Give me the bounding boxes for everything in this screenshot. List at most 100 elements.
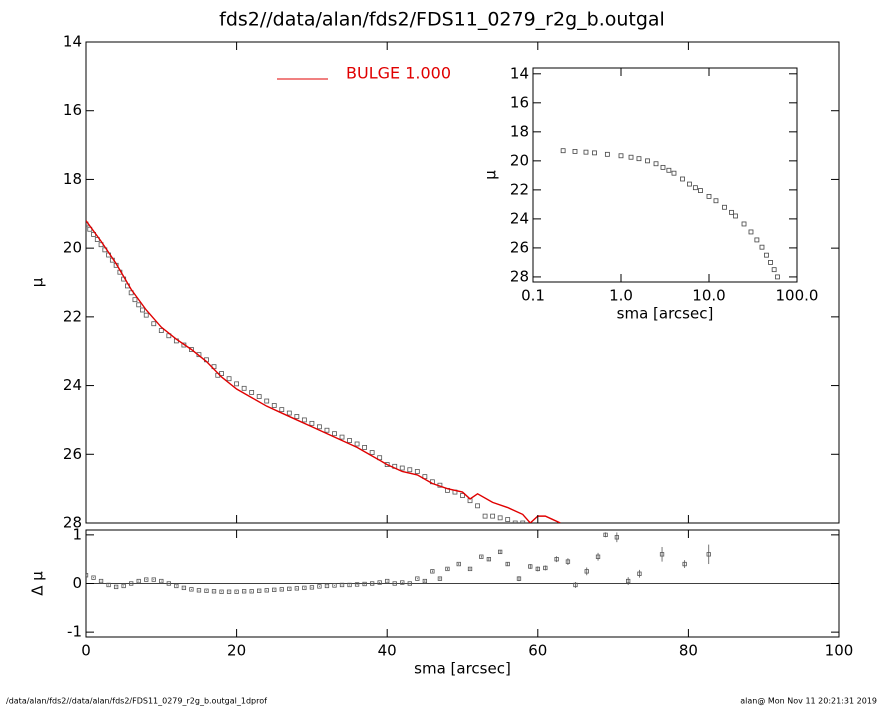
data-point [741,221,747,227]
data-point [219,371,224,376]
data-point [554,557,559,562]
data-point [653,161,659,167]
legend-label: BULGE 1.000 [346,64,451,83]
data-point [91,575,96,580]
x-axis-label: sma [arcsec] [617,305,714,323]
data-point [572,149,578,154]
y-tick-label: 18 [63,170,82,188]
data-point [317,424,322,430]
x-tick-label: 1.0 [609,287,633,305]
data-point [706,193,712,199]
data-point [140,307,145,313]
data-point [445,566,450,572]
frame [85,41,840,524]
x-tick-label: 20 [227,642,246,660]
data-point [560,148,566,154]
data-point [106,582,111,588]
data-point [516,576,522,581]
chart-title: fds2//data/alan/fds2/FDS11_0279_r2g_b.ou… [219,9,665,31]
data-point [121,583,126,589]
data-point [354,582,360,587]
data-point [660,164,666,170]
data-point [257,588,262,593]
y-tick-label: 22 [510,180,529,198]
footer-left: /data/alan/fds2//data/alan/fds2/FDS11_02… [6,697,267,706]
plot-area [86,532,839,594]
data-point [722,204,727,210]
data-point [271,403,277,408]
data-point [583,149,589,155]
data-point [733,213,738,219]
data-point [385,578,390,584]
data-point [166,581,171,586]
data-point [768,260,773,265]
data-point [219,589,224,594]
data-point [113,584,119,590]
data-point [332,431,337,437]
data-point [369,581,375,586]
x-tick-label: 10.0 [692,287,725,305]
data-point [332,583,337,588]
y-tick-label: 18 [510,122,529,140]
data-point [628,154,634,160]
x-tick-label: 0.1 [521,287,545,305]
data-point [659,552,665,557]
x-tick-label: 100.0 [776,287,819,305]
data-point [687,181,692,187]
data-point [637,571,642,576]
data-point [129,581,134,586]
data-point [729,209,734,215]
data-point [249,589,254,594]
y-tick-label: -1 [67,623,82,641]
data-point [682,561,687,567]
data-point [497,515,503,521]
data-point [241,385,247,391]
data-point [309,420,315,426]
data-point [369,450,375,455]
data-point [98,578,104,584]
data-point [362,445,368,450]
data-point [136,578,141,584]
data-point [759,244,765,250]
data-point [226,589,232,594]
x-tick-label: 40 [378,642,397,660]
data-point [713,198,719,204]
data-point [592,150,597,156]
data-point [479,554,484,559]
data-point [354,441,360,447]
y-axis-label: μ [29,277,47,287]
data-point [294,586,299,591]
y-tick-label: 28 [510,267,529,285]
data-point [671,170,677,176]
data-point [692,185,698,191]
data-point [158,328,164,334]
y-tick-label: 28 [63,514,82,532]
y-tick-label: 0 [72,574,82,592]
data-point [482,513,488,519]
data-point [422,578,428,584]
data-point [256,394,262,399]
x-axis-label: sma [arcsec] [414,660,511,678]
data-point [748,229,754,235]
y-tick-label: 20 [63,239,82,257]
y-axis-label: μ [482,170,500,180]
data-point [272,587,277,592]
y-tick-label: 24 [63,376,82,394]
data-point [226,376,232,382]
data-point [174,583,179,589]
data-point [309,585,315,590]
y-tick-label: 14 [510,64,529,82]
y-tick-label: 16 [63,101,82,119]
data-point [264,588,269,593]
data-point [196,588,202,593]
data-point [324,427,330,433]
data-point [775,274,780,280]
plot-area [560,148,780,280]
y-tick-label: 14 [63,33,82,51]
data-point [698,188,703,193]
x-tick-label: 0 [81,642,91,660]
y-tick-label: 22 [63,307,82,325]
data-point [505,517,511,522]
data-point [407,581,412,586]
